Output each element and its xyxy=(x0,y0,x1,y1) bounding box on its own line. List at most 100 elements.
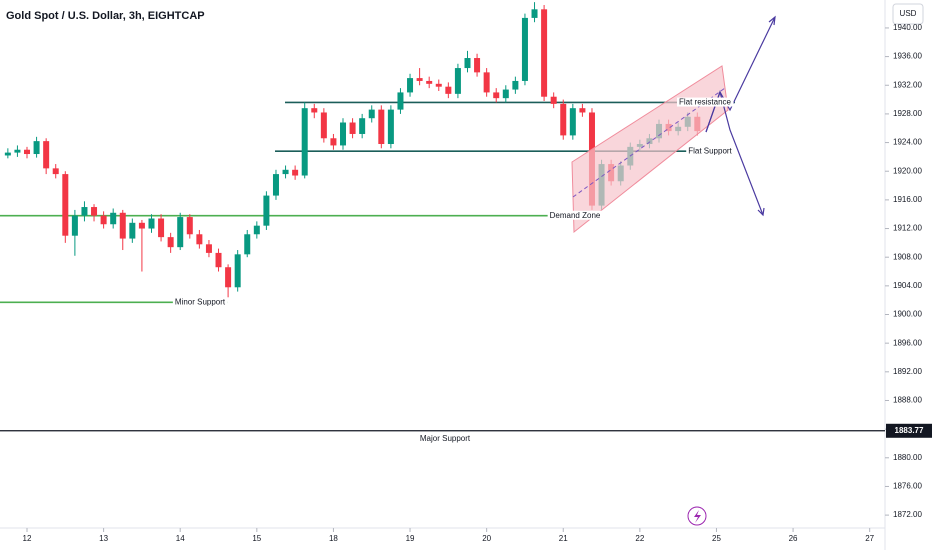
candle-body xyxy=(158,218,165,238)
candle-body xyxy=(4,152,11,156)
x-tick-label: 13 xyxy=(99,534,108,543)
candle-body xyxy=(253,225,260,235)
candle-body xyxy=(33,141,40,155)
candle-body xyxy=(493,92,500,99)
candle-body xyxy=(541,9,548,97)
level-label: Minor Support xyxy=(175,297,226,306)
x-tick-label: 22 xyxy=(635,534,644,543)
currency-label: USD xyxy=(900,9,917,18)
candle-body xyxy=(91,207,98,216)
candle-body xyxy=(52,168,59,175)
candle-body xyxy=(71,215,78,236)
candle-body xyxy=(215,252,222,268)
candle-body xyxy=(24,149,31,155)
candle-body xyxy=(138,222,145,229)
candle-body xyxy=(272,174,279,196)
x-tick-label: 25 xyxy=(712,534,721,543)
level-label: Major Support xyxy=(420,434,471,443)
candle-body xyxy=(397,92,404,110)
y-tick-label: 1916.00 xyxy=(893,195,922,204)
y-tick-label: 1936.00 xyxy=(893,52,922,61)
x-tick-label: 19 xyxy=(406,534,415,543)
arrow-head xyxy=(768,15,776,26)
bear-path xyxy=(705,89,764,216)
candle-body xyxy=(579,108,586,113)
candle-body xyxy=(110,212,117,225)
x-tick-label: 26 xyxy=(789,534,798,543)
y-tick-label: 1900.00 xyxy=(893,310,922,319)
y-tick-label: 1940.00 xyxy=(893,23,922,32)
y-tick-label: 1888.00 xyxy=(893,396,922,405)
candle-body xyxy=(14,149,21,153)
candle-body xyxy=(359,118,366,134)
level-label-bg xyxy=(686,146,735,156)
level-label: Demand Zone xyxy=(550,211,601,220)
y-tick-label: 1924.00 xyxy=(893,138,922,147)
y-tick-label: 1892.00 xyxy=(893,367,922,376)
candle-body xyxy=(387,109,394,144)
candle-body xyxy=(483,72,490,93)
candle-body xyxy=(263,195,270,226)
arrow-head xyxy=(757,207,765,217)
candle-body xyxy=(445,86,452,94)
candle-body xyxy=(349,122,356,134)
level-label: Flat Support xyxy=(688,146,732,155)
x-tick-label: 12 xyxy=(23,534,32,543)
candle-body xyxy=(62,174,69,236)
y-tick-label: 1896.00 xyxy=(893,338,922,347)
candle-body xyxy=(569,108,576,136)
currency-button[interactable] xyxy=(892,3,924,25)
x-tick-label: 18 xyxy=(329,534,338,543)
candle-body xyxy=(416,78,423,81)
candle-body xyxy=(340,122,347,146)
candle-body xyxy=(81,207,88,216)
candle-body xyxy=(225,267,232,288)
candle-body xyxy=(148,218,155,229)
x-tick-label: 15 xyxy=(252,534,261,543)
candle-body xyxy=(177,217,184,248)
candle-body xyxy=(502,89,509,99)
chart-title: Gold Spot / U.S. Dollar, 3h, EIGHTCAP xyxy=(6,10,205,22)
price-marker-label: 1883.77 xyxy=(895,426,924,435)
candle-body xyxy=(521,17,528,81)
candle-body xyxy=(100,215,107,225)
y-tick-label: 1872.00 xyxy=(893,510,922,519)
channel xyxy=(571,65,729,234)
candle-body xyxy=(167,237,174,248)
candle-body xyxy=(330,138,337,146)
x-tick-label: 27 xyxy=(865,534,874,543)
x-tick-label: 14 xyxy=(176,534,185,543)
candle-body xyxy=(550,96,557,104)
candle-body xyxy=(560,103,567,136)
lightning xyxy=(694,510,701,523)
candle-body xyxy=(311,108,318,113)
y-tick-label: 1880.00 xyxy=(893,453,922,462)
y-tick-label: 1932.00 xyxy=(893,80,922,89)
candle-body xyxy=(426,80,433,84)
candle-body xyxy=(531,9,538,18)
candle-body xyxy=(512,80,519,90)
candle-body xyxy=(292,169,299,176)
candle-body xyxy=(378,109,385,144)
candle-body xyxy=(205,244,212,253)
level-label-bg xyxy=(547,210,603,220)
y-tick-label: 1908.00 xyxy=(893,252,922,261)
candle-body xyxy=(474,58,481,73)
candle-body xyxy=(234,254,241,288)
candle-body xyxy=(186,217,193,235)
level-label-bg xyxy=(676,97,734,107)
level-label: Flat resistance xyxy=(679,98,732,107)
y-tick-label: 1928.00 xyxy=(893,109,922,118)
x-tick-label: 21 xyxy=(559,534,568,543)
y-tick-label: 1876.00 xyxy=(893,482,922,491)
candle-body xyxy=(129,222,136,239)
candle-body xyxy=(407,78,414,93)
candle-body xyxy=(301,108,308,176)
candle-body xyxy=(196,234,203,245)
y-tick-label: 1912.00 xyxy=(893,224,922,233)
candle-body xyxy=(435,83,442,87)
y-tick-label: 1920.00 xyxy=(893,166,922,175)
x-tick-label: 20 xyxy=(482,534,491,543)
candle-body xyxy=(244,234,251,255)
